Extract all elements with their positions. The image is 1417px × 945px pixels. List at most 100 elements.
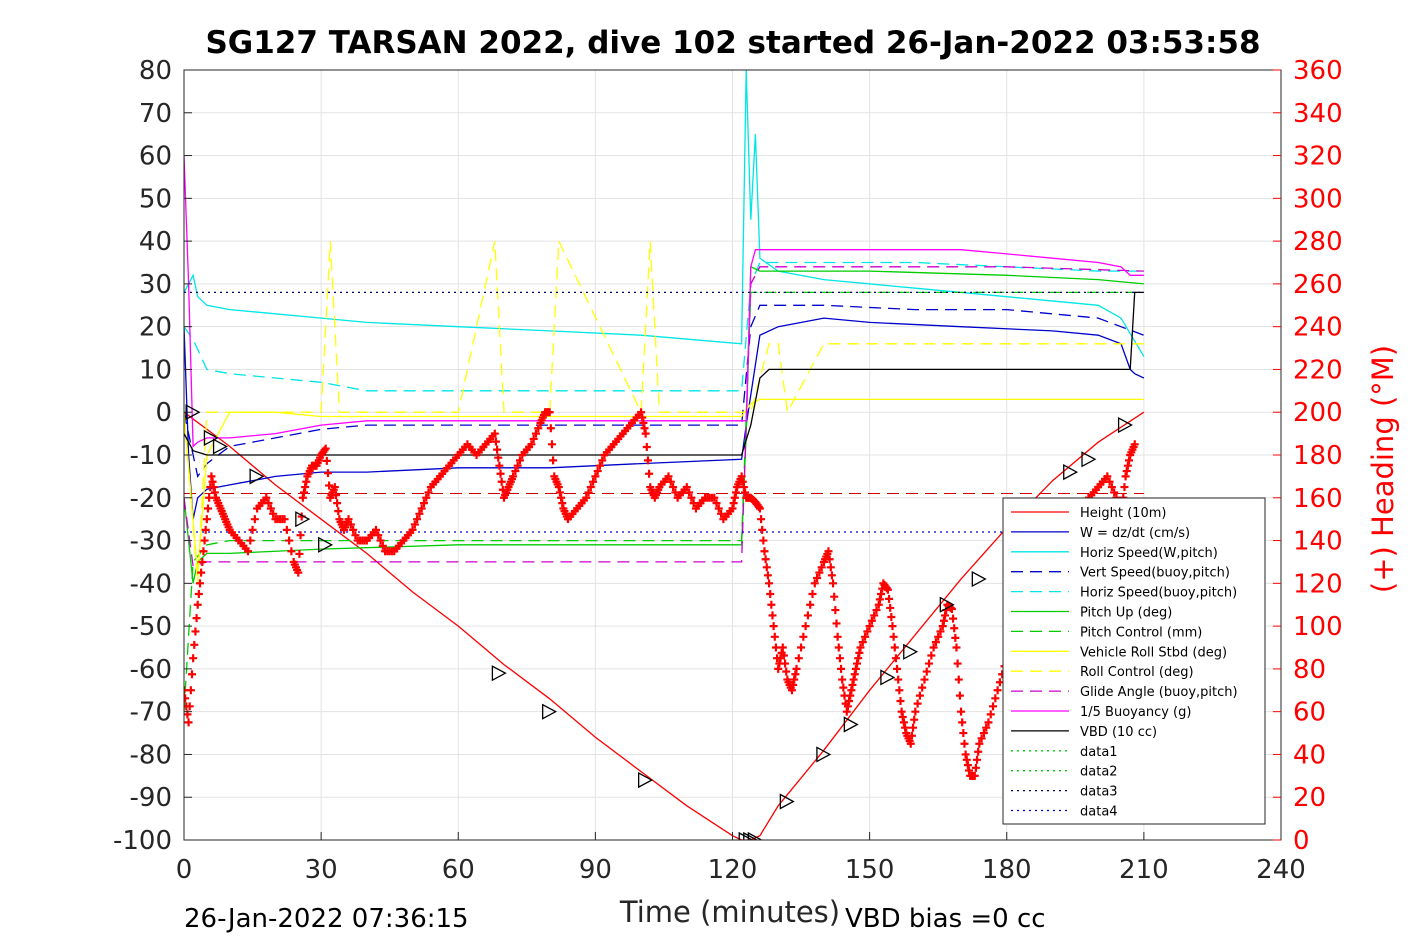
heading-point — [950, 624, 959, 633]
heading-point — [781, 659, 790, 668]
heading-point — [325, 481, 334, 490]
heading-point — [808, 590, 817, 599]
heading-point — [730, 493, 739, 502]
heading-point — [376, 536, 385, 545]
heading-point — [896, 696, 905, 705]
heading-point — [243, 547, 252, 556]
heading-point — [789, 680, 798, 689]
heading-point — [1122, 467, 1131, 476]
heading-point — [834, 643, 843, 652]
heading-point — [584, 488, 593, 497]
heading-point — [794, 654, 803, 663]
heading-point — [334, 507, 343, 516]
heading-point — [547, 440, 556, 449]
x-tick-label: 60 — [442, 855, 475, 885]
heading-point — [962, 755, 971, 764]
heading-point — [515, 456, 524, 465]
heading-point — [837, 664, 846, 673]
heading-point — [936, 627, 945, 636]
heading-point — [595, 461, 604, 470]
heading-point — [899, 718, 908, 727]
heading-point — [770, 632, 779, 641]
heading-point — [965, 766, 974, 775]
heading-point — [894, 675, 903, 684]
heading-point — [197, 568, 206, 577]
heading-point — [759, 536, 768, 545]
heading-point — [771, 643, 780, 652]
heading-point — [851, 664, 860, 673]
legend-label: Glide Angle (buoy,pitch) — [1080, 685, 1238, 700]
heading-point — [861, 632, 870, 641]
heading-point — [208, 477, 217, 486]
heading-point — [957, 707, 966, 716]
heading-point — [417, 504, 426, 513]
heading-point — [757, 515, 766, 524]
heading-point — [192, 614, 201, 623]
heading-point — [640, 424, 649, 433]
heading-point — [963, 761, 972, 770]
legend-label: Roll Control (deg) — [1080, 665, 1194, 680]
heading-point — [371, 525, 380, 534]
heading-point — [803, 611, 812, 620]
heading-point — [817, 563, 826, 572]
heading-point — [875, 595, 884, 604]
heading-point — [791, 670, 800, 679]
heading-point — [893, 664, 902, 673]
heading-point — [845, 696, 854, 705]
heading-point — [1105, 477, 1114, 486]
y-axis-right-label: (+) Heading (°M) — [1366, 345, 1400, 593]
heading-point — [951, 633, 960, 642]
heading-point — [890, 643, 899, 652]
dive-marker — [249, 468, 265, 485]
dive-marker — [491, 665, 507, 682]
y-right-tick-label: 180 — [1293, 441, 1343, 471]
heading-point — [374, 531, 383, 540]
dive-marker — [212, 438, 228, 455]
heading-point — [582, 493, 591, 502]
heading-point — [419, 499, 428, 508]
heading-point — [755, 504, 764, 513]
heading-point — [321, 444, 330, 453]
heading-point — [645, 469, 654, 478]
heading-point — [642, 442, 651, 451]
heading-point — [280, 515, 289, 524]
y-left-tick-label: -90 — [130, 783, 172, 813]
heading-point — [295, 549, 304, 558]
heading-point — [184, 694, 190, 703]
heading-point — [955, 691, 964, 700]
heading-point — [831, 606, 840, 615]
heading-point — [546, 424, 555, 433]
heading-point — [853, 659, 862, 668]
heading-point — [953, 659, 962, 668]
heading-point — [847, 686, 856, 695]
y-left-tick-label: 70 — [139, 99, 172, 129]
series-line — [184, 261, 1144, 392]
heading-point — [671, 488, 680, 497]
heading-point — [330, 483, 339, 492]
heading-point — [961, 750, 970, 759]
heading-point — [262, 493, 271, 502]
heading-point — [941, 611, 950, 620]
heading-point — [838, 675, 847, 684]
x-tick-label: 90 — [579, 855, 612, 885]
dive-marker — [738, 831, 754, 840]
heading-point — [762, 563, 771, 572]
legend-label: Horiz Speed(W,pitch) — [1080, 546, 1218, 561]
heading-point — [408, 525, 417, 534]
x-axis-label: Time (minutes) — [619, 895, 840, 929]
heading-point — [527, 440, 536, 449]
heading-point — [842, 707, 851, 716]
y-right-tick-label: 120 — [1293, 569, 1343, 599]
y-axis-left-ticks: 80 70 60 50 40 30 20 10 0 -10 -20 -30 -40 -50 -60 -70 -8… — [113, 56, 192, 856]
heading-point — [424, 488, 433, 497]
heading-point — [741, 488, 750, 497]
plot-area — [184, 70, 1145, 840]
heading-point — [296, 531, 305, 540]
heading-point — [877, 590, 886, 599]
heading-point — [779, 651, 788, 660]
heading-point — [248, 525, 257, 534]
heading-point — [920, 675, 929, 684]
heading-point — [889, 632, 898, 641]
heading-point — [422, 493, 431, 502]
